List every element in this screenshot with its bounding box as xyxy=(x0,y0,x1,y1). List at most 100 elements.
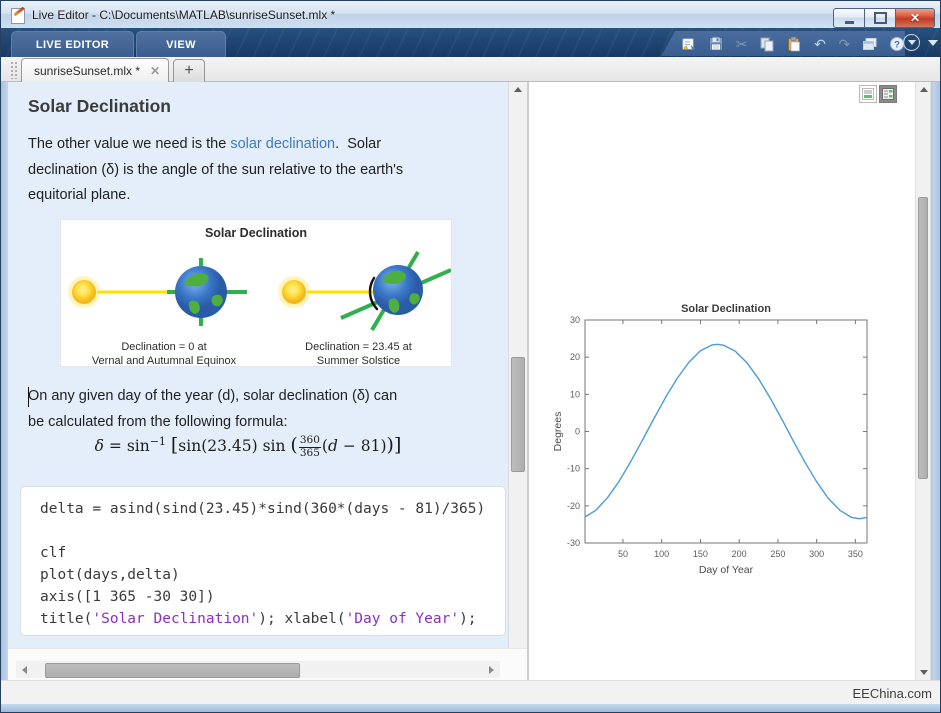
code-line[interactable]: title('Solar Declination'); xlabel('Day … xyxy=(40,611,477,627)
x-tick-label: 50 xyxy=(618,549,628,559)
x-tick-label: 350 xyxy=(848,549,863,559)
new-script-icon[interactable] xyxy=(681,35,697,52)
maximize-button[interactable] xyxy=(864,8,896,28)
ribbon-tab-view[interactable]: VIEW xyxy=(136,31,226,58)
tab-sunrisesunset[interactable]: sunriseSunset.mlx * ✕ xyxy=(21,58,169,82)
tabbar-grip-handle[interactable] xyxy=(9,60,17,79)
output-vertical-scrollbar[interactable] xyxy=(915,82,931,680)
solar-declination-link[interactable]: solar declination xyxy=(230,136,336,152)
ribbon-collapse-icon[interactable] xyxy=(928,39,938,46)
code-block[interactable]: delta = asind(sind(23.45)*sind(360*(days… xyxy=(20,486,506,636)
new-tab-button[interactable]: + xyxy=(173,59,205,82)
code-line[interactable]: delta = asind(sind(23.45)*sind(360*(days… xyxy=(40,501,486,517)
tab-close-icon[interactable]: ✕ xyxy=(149,63,160,78)
formula-arg-rest: − 81) xyxy=(337,437,387,455)
document-vertical-scrollbar[interactable] xyxy=(508,82,527,660)
minimize-button[interactable] xyxy=(833,8,864,28)
plot-ylabel: Degrees xyxy=(552,412,564,452)
inline-output-view-button[interactable] xyxy=(859,85,877,103)
x-tick-label: 250 xyxy=(770,549,785,559)
paste-icon[interactable] xyxy=(786,35,802,52)
equinox-caption: Declination = 0 at Vernal and Autumnal E… xyxy=(91,341,237,367)
code-line[interactable] xyxy=(40,520,505,542)
y-tick-label: -30 xyxy=(567,538,580,548)
document-pane[interactable]: Solar Declination The other value we nee… xyxy=(8,82,508,648)
document-scroll-thumb[interactable] xyxy=(511,357,525,472)
scroll-left-icon[interactable] xyxy=(22,666,27,674)
copy-icon[interactable] xyxy=(759,35,775,52)
ribbon: LIVE EDITOR VIEW ✂ ↶ ↷ ? xyxy=(1,28,940,58)
window-frame-left xyxy=(1,82,8,704)
window-controls: ✕ xyxy=(833,8,935,28)
watermark-text: EEChina.com xyxy=(852,686,932,701)
paragraph-2: On any given day of the year (d), solar … xyxy=(28,388,398,430)
x-tick-label: 150 xyxy=(693,549,708,559)
illustration-title: Solar Declination xyxy=(204,226,308,240)
formula-delta: δ xyxy=(94,437,104,455)
window-title: Live Editor - C:\Documents\MATLAB\sunris… xyxy=(32,7,336,22)
horizontal-scroll-thumb[interactable] xyxy=(45,663,300,678)
quick-access-toolbar: ✂ ↶ ↷ ? xyxy=(661,31,905,56)
text-cursor xyxy=(27,387,29,407)
formula-open-bracket: [ xyxy=(170,434,179,456)
formula-arg-open: ( xyxy=(321,437,328,455)
formula-close-bracket: ] xyxy=(393,434,402,456)
declination-curve xyxy=(584,343,868,520)
window-layout-icon[interactable] xyxy=(862,35,878,52)
code-line[interactable]: clf xyxy=(40,545,67,561)
cut-icon[interactable]: ✂ xyxy=(735,35,748,52)
illustration-graphic xyxy=(68,250,451,332)
save-icon[interactable] xyxy=(708,35,724,52)
formula-equals: = xyxy=(103,437,127,455)
formula-close-paren: ) xyxy=(386,434,394,456)
paragraph-1-rest: . Solar declination (δ) is the angle of … xyxy=(28,136,404,203)
fraction-numerator: 360 xyxy=(298,434,321,448)
formula-arcsin: sin xyxy=(126,437,150,455)
maximize-icon xyxy=(873,12,887,24)
y-tick-label: 10 xyxy=(570,389,580,399)
output-scroll-thumb[interactable] xyxy=(918,197,928,479)
paragraph-1-text: The other value we need is the xyxy=(28,136,231,152)
qat-customize-button[interactable] xyxy=(903,34,920,51)
document-tabbar: sunriseSunset.mlx * ✕ + xyxy=(1,57,940,82)
close-icon: ✕ xyxy=(909,11,921,25)
code-line[interactable]: axis([1 365 -30 30]) xyxy=(40,589,215,605)
x-tick-label: 300 xyxy=(809,549,824,559)
code-line[interactable]: plot(days,delta) xyxy=(40,567,180,583)
y-tick-label: -20 xyxy=(567,501,580,511)
scroll-right-icon[interactable] xyxy=(489,666,494,674)
formula-open-paren: ( xyxy=(290,434,298,456)
section-heading: Solar Declination xyxy=(28,96,171,116)
fraction-denominator: 365 xyxy=(299,446,320,459)
plot-xlabel: Day of Year xyxy=(699,564,754,576)
equinox-diagram xyxy=(68,258,247,326)
minimize-icon xyxy=(844,20,854,24)
undo-icon[interactable]: ↶ xyxy=(814,35,826,52)
ribbon-right-controls xyxy=(903,34,938,51)
output-pane[interactable]: 50 100 150 200 250 300 350 -30 -20 -10 0 10 20 30 Sola… xyxy=(529,82,915,680)
window-frame-bottom xyxy=(1,704,940,712)
formula-inner: sin(23.45) sin xyxy=(178,437,291,455)
live-editor-app-icon xyxy=(10,6,26,24)
window-frame-right xyxy=(933,57,940,704)
close-button[interactable]: ✕ xyxy=(896,8,935,28)
output-scroll-down-icon[interactable] xyxy=(920,670,928,675)
scroll-up-icon[interactable] xyxy=(514,87,522,92)
formula-exponent: −1 xyxy=(149,434,166,448)
plot-title: Solar Declination xyxy=(681,303,771,315)
redo-icon[interactable]: ↷ xyxy=(838,35,851,52)
output-scroll-up-icon[interactable] xyxy=(920,87,928,92)
x-tick-label: 200 xyxy=(732,549,747,559)
output-figure[interactable]: 50 100 150 200 250 300 350 -30 -20 -10 0 10 20 30 Sola… xyxy=(549,294,895,590)
tab-label: sunriseSunset.mlx * xyxy=(34,63,141,78)
ribbon-tab-live-editor[interactable]: LIVE EDITOR xyxy=(11,31,134,58)
y-tick-label: -10 xyxy=(567,464,580,474)
side-output-view-button[interactable] xyxy=(879,85,897,103)
formula-fraction: 360 365 xyxy=(298,434,321,459)
solar-declination-illustration: Solar Declination xyxy=(60,219,452,367)
pane-divider[interactable] xyxy=(527,82,529,680)
x-tick-label: 100 xyxy=(654,549,669,559)
declination-formula: δ = sin−1 [sin(23.45) sin (360 365 (d − 81… xyxy=(8,434,488,459)
paragraph-1: The other value we need is the solar dec… xyxy=(28,132,473,209)
document-horizontal-scrollbar[interactable] xyxy=(16,661,500,678)
